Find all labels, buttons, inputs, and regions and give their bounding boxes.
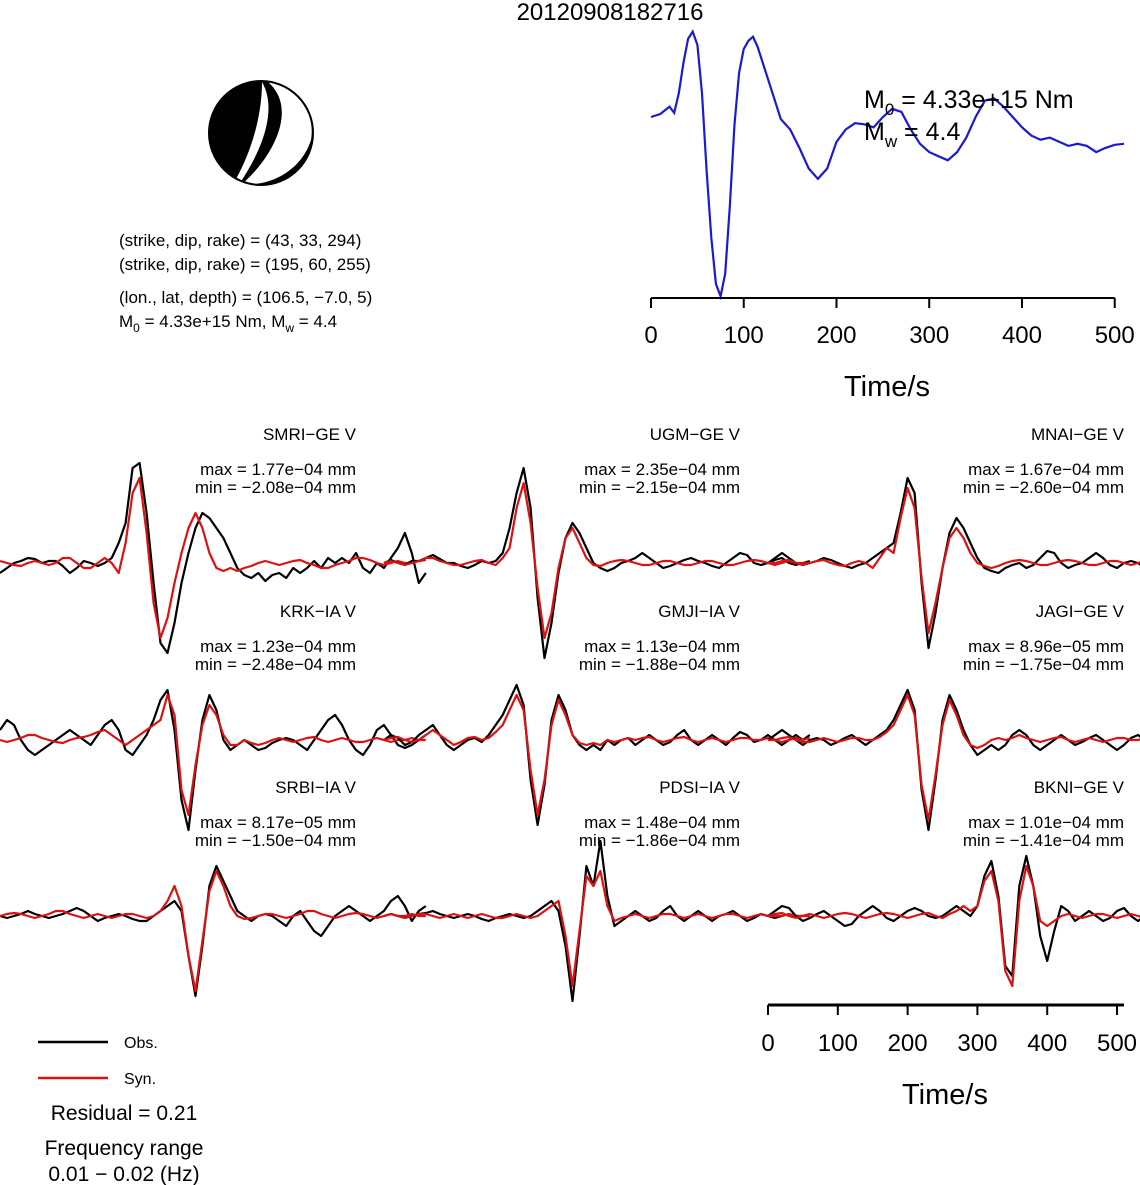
station-max: max = 1.77e−04 mm bbox=[200, 460, 356, 479]
stf-tick-label: 0 bbox=[644, 322, 657, 349]
waveform-tick-label: 100 bbox=[818, 1030, 858, 1057]
stf-tick-label: 400 bbox=[1002, 322, 1042, 349]
station-name: UGM−GE V bbox=[650, 425, 741, 444]
frequency-range-title: Frequency range bbox=[45, 1137, 204, 1160]
observed-waveform bbox=[0, 864, 427, 998]
waveform-tick-label: 200 bbox=[888, 1030, 928, 1057]
frequency-range-value: 0.01 − 0.02 (Hz) bbox=[48, 1163, 199, 1185]
station-min: min = −1.50e−04 mm bbox=[195, 831, 356, 850]
observed-waveform bbox=[383, 683, 811, 827]
moment-magnitude-line: M0 = 4.33e+15 Nm, Mw = 4.4 bbox=[119, 312, 337, 335]
stf-tick-label: 200 bbox=[816, 322, 856, 349]
source-time-function-line bbox=[650, 29, 1125, 301]
source-time-function-panel: M0 = 4.33e+15 Nm Mw = 4.4 0 100 200 300 400 5… bbox=[644, 29, 1135, 403]
synthetic-waveform bbox=[0, 869, 426, 993]
station-name: SRBI−IA V bbox=[275, 778, 356, 797]
focal-mechanism-beachball bbox=[208, 80, 314, 186]
observed-waveform bbox=[767, 854, 1140, 978]
station-name: MNAI−GE V bbox=[1031, 425, 1125, 444]
synthetic-waveform bbox=[383, 869, 810, 988]
beachball-white-sliver bbox=[236, 82, 269, 183]
station-name: PDSI−IA V bbox=[659, 778, 740, 797]
stf-mw-label: Mw = 4.4 bbox=[864, 118, 960, 151]
stf-tick-label: 500 bbox=[1095, 322, 1135, 349]
station-min: min = −2.15e−04 mm bbox=[579, 478, 740, 497]
station-name: JAGI−GE V bbox=[1036, 602, 1125, 621]
synthetic-waveform bbox=[383, 693, 811, 817]
station-max: max = 1.13e−04 mm bbox=[584, 637, 740, 656]
nodal-plane-1: (strike, dip, rake) = (43, 33, 294) bbox=[119, 231, 361, 250]
station-min: min = −1.75e−04 mm bbox=[963, 655, 1124, 674]
beachball-white-region bbox=[243, 82, 312, 185]
station-max: max = 1.23e−04 mm bbox=[200, 637, 356, 656]
station-name: BKNI−GE V bbox=[1034, 778, 1125, 797]
synthetic-waveform bbox=[0, 693, 426, 817]
station-min: min = −1.41e−04 mm bbox=[963, 831, 1124, 850]
legend-obs-label: Obs. bbox=[124, 1035, 158, 1052]
waveform-x-axis-label: Time/s bbox=[902, 1079, 988, 1111]
waveform-x-axis: 0 100 200 300 400 500 bbox=[761, 1003, 1137, 1057]
figure-title: 20120908182716 bbox=[517, 0, 704, 26]
synthetic-waveform bbox=[767, 864, 1140, 988]
station-min: min = −2.60e−04 mm bbox=[963, 478, 1124, 497]
station-max: max = 2.35e−04 mm bbox=[584, 460, 740, 479]
waveform-tick-label: 300 bbox=[957, 1030, 997, 1057]
beachball-white-lobe bbox=[213, 81, 276, 181]
synthetic-waveform bbox=[768, 486, 1140, 635]
observed-waveform bbox=[383, 839, 811, 1003]
stf-m0-label: M0 = 4.33e+15 Nm bbox=[864, 86, 1074, 119]
observed-waveform bbox=[0, 461, 427, 655]
stf-x-axis: 0 100 200 300 400 500 bbox=[644, 297, 1135, 349]
station-min: min = −2.48e−04 mm bbox=[195, 655, 356, 674]
location-depth: (lon., lat, depth) = (106.5, −7.0, 5) bbox=[119, 288, 372, 307]
station-max: max = 1.48e−04 mm bbox=[584, 813, 740, 832]
legend: Obs. Syn. bbox=[38, 1035, 158, 1088]
station-min: min = −2.08e−04 mm bbox=[195, 478, 356, 497]
waveform-tick-label: 500 bbox=[1097, 1030, 1137, 1057]
station-min: min = −1.88e−04 mm bbox=[579, 655, 740, 674]
stf-tick-label: 300 bbox=[909, 322, 949, 349]
synthetic-waveform bbox=[0, 476, 426, 640]
stf-x-axis-label: Time/s bbox=[844, 371, 930, 403]
station-max: max = 1.67e−04 mm bbox=[968, 460, 1124, 479]
station-max: max = 8.17e−05 mm bbox=[200, 813, 356, 832]
station-max: max = 1.01e−04 mm bbox=[968, 813, 1124, 832]
waveform-tick-label: 0 bbox=[761, 1030, 774, 1057]
nodal-plane-2: (strike, dip, rake) = (195, 60, 255) bbox=[119, 255, 371, 274]
waveform-tick-label: 400 bbox=[1027, 1030, 1067, 1057]
station-max: max = 8.96e−05 mm bbox=[968, 637, 1124, 656]
observed-waveform bbox=[767, 476, 1140, 650]
stf-tick-label: 100 bbox=[724, 322, 764, 349]
observed-waveform bbox=[0, 688, 427, 832]
residual-text: Residual = 0.21 bbox=[51, 1102, 198, 1125]
station-name: GMJI−IA V bbox=[658, 602, 740, 621]
station-name: SMRI−GE V bbox=[263, 425, 357, 444]
station-name: KRK−IA V bbox=[280, 602, 357, 621]
station-min: min = −1.86e−04 mm bbox=[579, 831, 740, 850]
legend-syn-label: Syn. bbox=[124, 1071, 156, 1088]
synthetic-waveform bbox=[768, 693, 1140, 822]
synthetic-waveform bbox=[383, 481, 810, 640]
